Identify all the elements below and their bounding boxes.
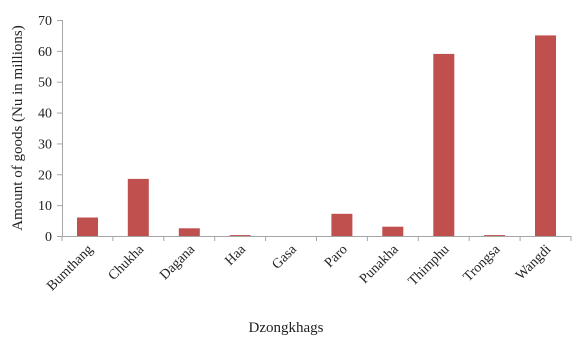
x-tick-label: Gasa	[269, 242, 300, 273]
bar	[382, 226, 404, 236]
y-tick-label: 10	[38, 199, 52, 214]
x-tick-label: Dagana	[157, 242, 198, 283]
bar	[331, 213, 353, 236]
x-tick-label: Thimphu	[406, 242, 453, 289]
y-axis-tick-labels: 0 10 20 30 40 50 60 70	[38, 14, 62, 245]
x-tick-label: Bumthang	[44, 242, 96, 294]
x-tick-label: Chukha	[106, 242, 148, 284]
x-tick-label: Punakha	[357, 242, 402, 287]
x-tick-label: Haa	[222, 242, 249, 269]
bar	[77, 217, 98, 236]
x-axis-title: Dzongkhags	[249, 320, 324, 336]
y-tick-label: 20	[38, 168, 52, 183]
y-tick-label: 70	[38, 14, 52, 29]
x-tick-label: Trongsa	[461, 242, 504, 285]
x-tick-label: Paro	[322, 242, 351, 271]
y-tick-label: 60	[38, 45, 52, 60]
bar	[433, 53, 455, 237]
y-tick-label: 40	[38, 107, 52, 122]
y-tick-label: 30	[38, 137, 52, 152]
bar	[535, 35, 556, 237]
bar	[178, 228, 200, 236]
y-tick-label: 50	[38, 76, 52, 91]
bar	[484, 235, 506, 236]
bars	[77, 35, 556, 237]
bar	[229, 235, 251, 236]
y-axis-title: Amount of goods (Nu in millions)	[10, 25, 26, 230]
x-axis-tick-labels: Bumthang Chukha Dagana Haa Gasa Paro Punakha Th…	[44, 236, 572, 294]
x-tick-label: Wangdi	[513, 242, 554, 283]
bar	[127, 178, 149, 236]
y-tick-label: 0	[45, 230, 52, 245]
